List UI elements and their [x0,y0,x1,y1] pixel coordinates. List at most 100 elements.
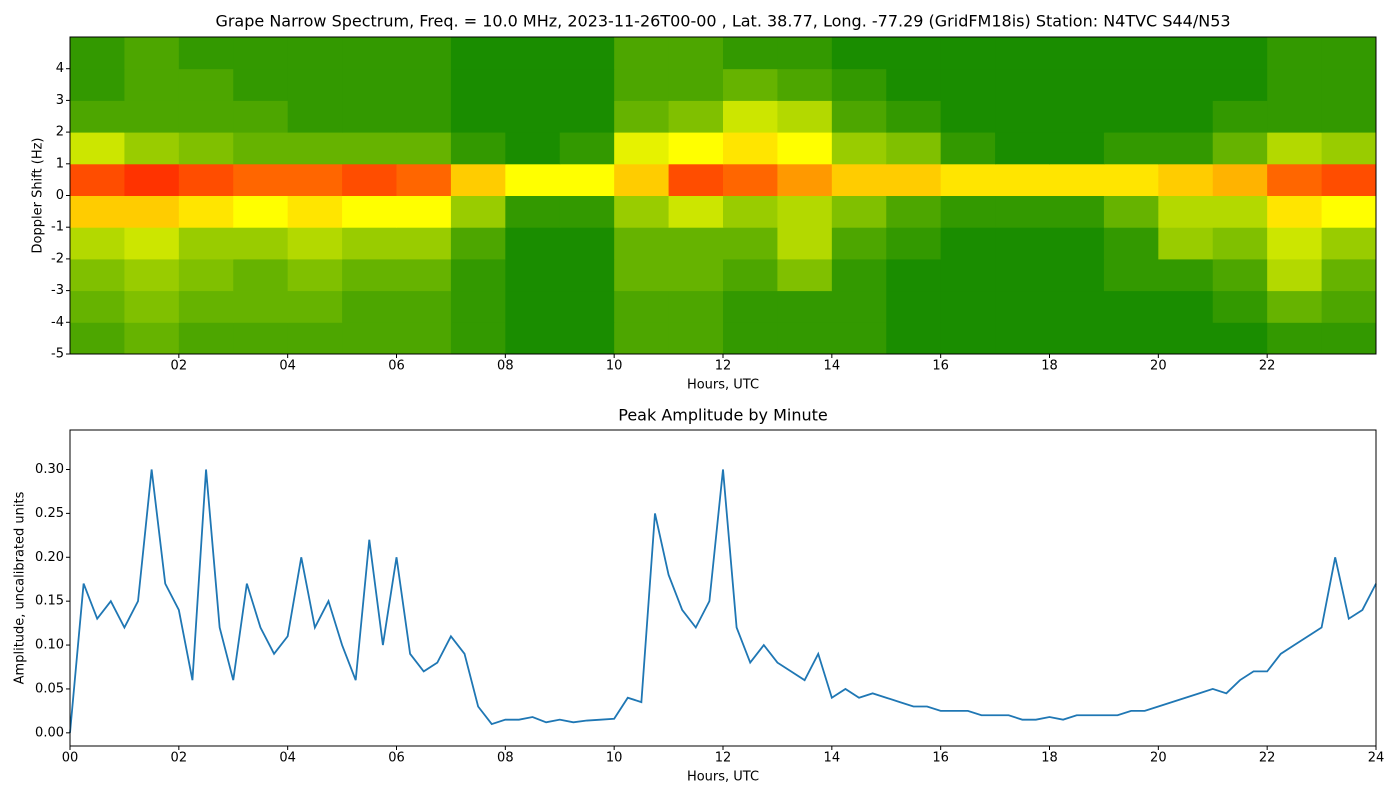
heatmap-cell [342,100,397,133]
heatmap-cell [723,290,778,323]
heatmap-cell [70,132,125,165]
heatmap-cell [559,132,615,165]
x-tick-label: 06 [388,359,405,374]
heatmap-cell [777,322,833,354]
heatmap-cell [1049,227,1105,260]
heatmap-cell [940,227,996,260]
heatmap-cell [668,132,724,165]
subplot: Grape Narrow Spectrum, Freq. = 10.0 MHz,… [31,12,1377,393]
heatmap-cell [505,258,561,292]
heatmap-cell [287,37,343,70]
heatmap-cell [287,322,343,354]
heatmap-cell [124,100,180,133]
heatmap-cell [396,322,452,354]
x-tick-label: 22 [1259,751,1276,766]
heatmap-cell [1267,258,1323,292]
y-tick-label: -5 [51,347,64,362]
heatmap-cell [1212,132,1268,165]
y-axis-label: Amplitude, uncalibrated units [13,491,28,684]
x-tick-label: 24 [1368,751,1385,766]
heatmap-cell [450,227,506,260]
heatmap-cell [668,163,724,196]
heatmap-cell [614,132,670,165]
heatmap-cell [668,100,724,133]
heatmap-cell [505,163,561,196]
x-tick-label: 12 [715,751,732,766]
heatmap-cell [178,258,234,292]
heatmap-cell [614,227,670,260]
y-tick-label: 0.25 [35,506,64,521]
x-axis-label: Hours, UTC [687,770,759,785]
heatmap-cell [831,258,887,292]
heatmap-cell [287,290,343,323]
heatmap-cell [233,132,289,165]
y-tick-label: 0.20 [35,550,64,565]
heatmap-cell [505,37,561,70]
heatmap-cell [777,258,833,292]
heatmap-cell [233,195,289,228]
heatmap-cell [1158,37,1214,70]
heatmap-cell [559,290,615,323]
heatmap-cell [70,163,125,196]
x-tick-label: 20 [1150,751,1167,766]
heatmap-cell [396,227,452,260]
heatmap-cell [668,37,724,70]
heatmap-cell [995,100,1050,133]
heatmap-cell [233,163,289,196]
x-tick-label: 00 [62,751,79,766]
y-tick-label: 0.05 [35,681,64,696]
y-tick-label: 2 [56,125,64,140]
heatmap-cell [505,68,561,101]
heatmap-cell [505,227,561,260]
heatmap-cell [1212,68,1268,101]
heatmap-cell [70,195,125,228]
x-tick-label: 04 [279,359,296,374]
heatmap-cell [886,68,942,101]
x-tick-label: 20 [1150,359,1167,374]
heatmap-cell [124,322,180,354]
heatmap-cell [233,37,289,70]
heatmap-cell [995,227,1050,260]
heatmap-cell [342,37,397,70]
heatmap-cell [1212,322,1268,354]
heatmap-cell [124,68,180,101]
heatmap-cell [178,322,234,354]
y-tick-label: 3 [56,93,64,108]
heatmap-cell [1049,100,1105,133]
heatmap-cell [940,68,996,101]
heatmap-cell [124,163,180,196]
heatmap-cell [668,290,724,323]
heatmap-cell [1212,163,1268,196]
heatmap-cell [723,195,778,228]
heatmap-cell [505,100,561,133]
heatmap-cell [1212,290,1268,323]
heatmap-cell [450,195,506,228]
heatmap-cell [995,37,1050,70]
heatmap-cell [450,68,506,101]
y-tick-label: 1 [56,156,64,171]
heatmap-cell [777,100,833,133]
heatmap-cell [1103,37,1159,70]
heatmap-cell [559,195,615,228]
heatmap-cell [233,322,289,354]
heatmap-cell [1103,68,1159,101]
y-tick-label: 0.10 [35,638,64,653]
heatmap-cell [940,195,996,228]
heatmap-cell [1158,100,1214,133]
heatmap-cell [178,290,234,323]
heatmap-cell [614,290,670,323]
x-tick-label: 08 [497,751,514,766]
heatmap-cell [886,163,942,196]
heatmap-cell [831,290,887,323]
heatmap-cell [668,258,724,292]
heatmap-cell [723,163,778,196]
heatmap-cell [1321,195,1376,228]
x-tick-label: 02 [171,751,188,766]
heatmap-cell [1158,322,1214,354]
heatmap-cell [1267,195,1323,228]
heatmap-cell [505,322,561,354]
heatmap-cell [723,132,778,165]
heatmap-cell [614,258,670,292]
heatmap-cell [559,258,615,292]
